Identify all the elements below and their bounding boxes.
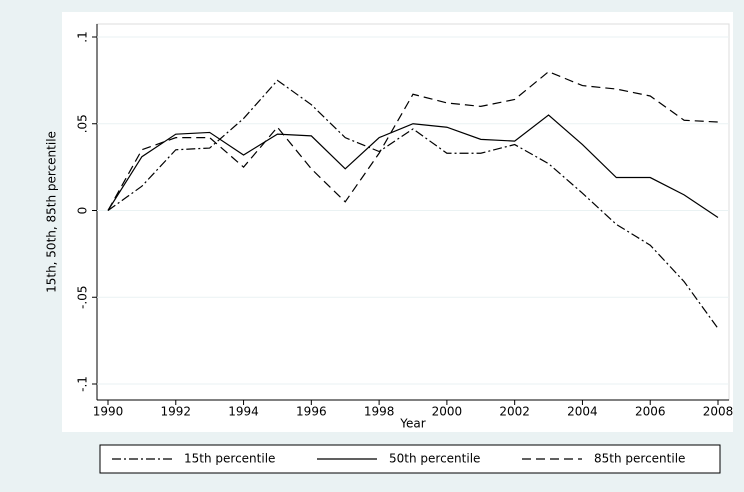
x-axis-title: Year bbox=[399, 417, 425, 431]
legend-label: 85th percentile bbox=[594, 452, 685, 466]
legend-label: 15th percentile bbox=[184, 452, 275, 466]
y-tick-label: -.05 bbox=[76, 286, 90, 309]
x-tick-label: 1996 bbox=[296, 405, 327, 419]
y-tick-label: 0 bbox=[76, 207, 90, 215]
x-tick-label: 1994 bbox=[228, 405, 259, 419]
y-tick-label: -.1 bbox=[76, 376, 90, 392]
x-tick-label: 2006 bbox=[635, 405, 666, 419]
x-tick-label: 2000 bbox=[432, 405, 463, 419]
x-tick-label: 2002 bbox=[499, 405, 530, 419]
y-axis-title: 15th, 50th, 85th percentile bbox=[45, 131, 59, 293]
plot-frame bbox=[96, 23, 730, 401]
legend bbox=[99, 444, 721, 474]
series-line bbox=[107, 71, 719, 211]
x-tick-label: 1990 bbox=[93, 405, 124, 419]
x-tick-label: 2008 bbox=[703, 405, 734, 419]
x-tick-label: 2004 bbox=[567, 405, 598, 419]
x-tick-label: 1992 bbox=[161, 405, 192, 419]
legend-label: 50th percentile bbox=[389, 452, 480, 466]
series-line bbox=[107, 79, 719, 329]
x-tick-label: 1998 bbox=[364, 405, 395, 419]
series-line bbox=[107, 114, 719, 218]
y-tick-label: .05 bbox=[76, 114, 90, 133]
y-tick-label: .1 bbox=[76, 31, 90, 42]
